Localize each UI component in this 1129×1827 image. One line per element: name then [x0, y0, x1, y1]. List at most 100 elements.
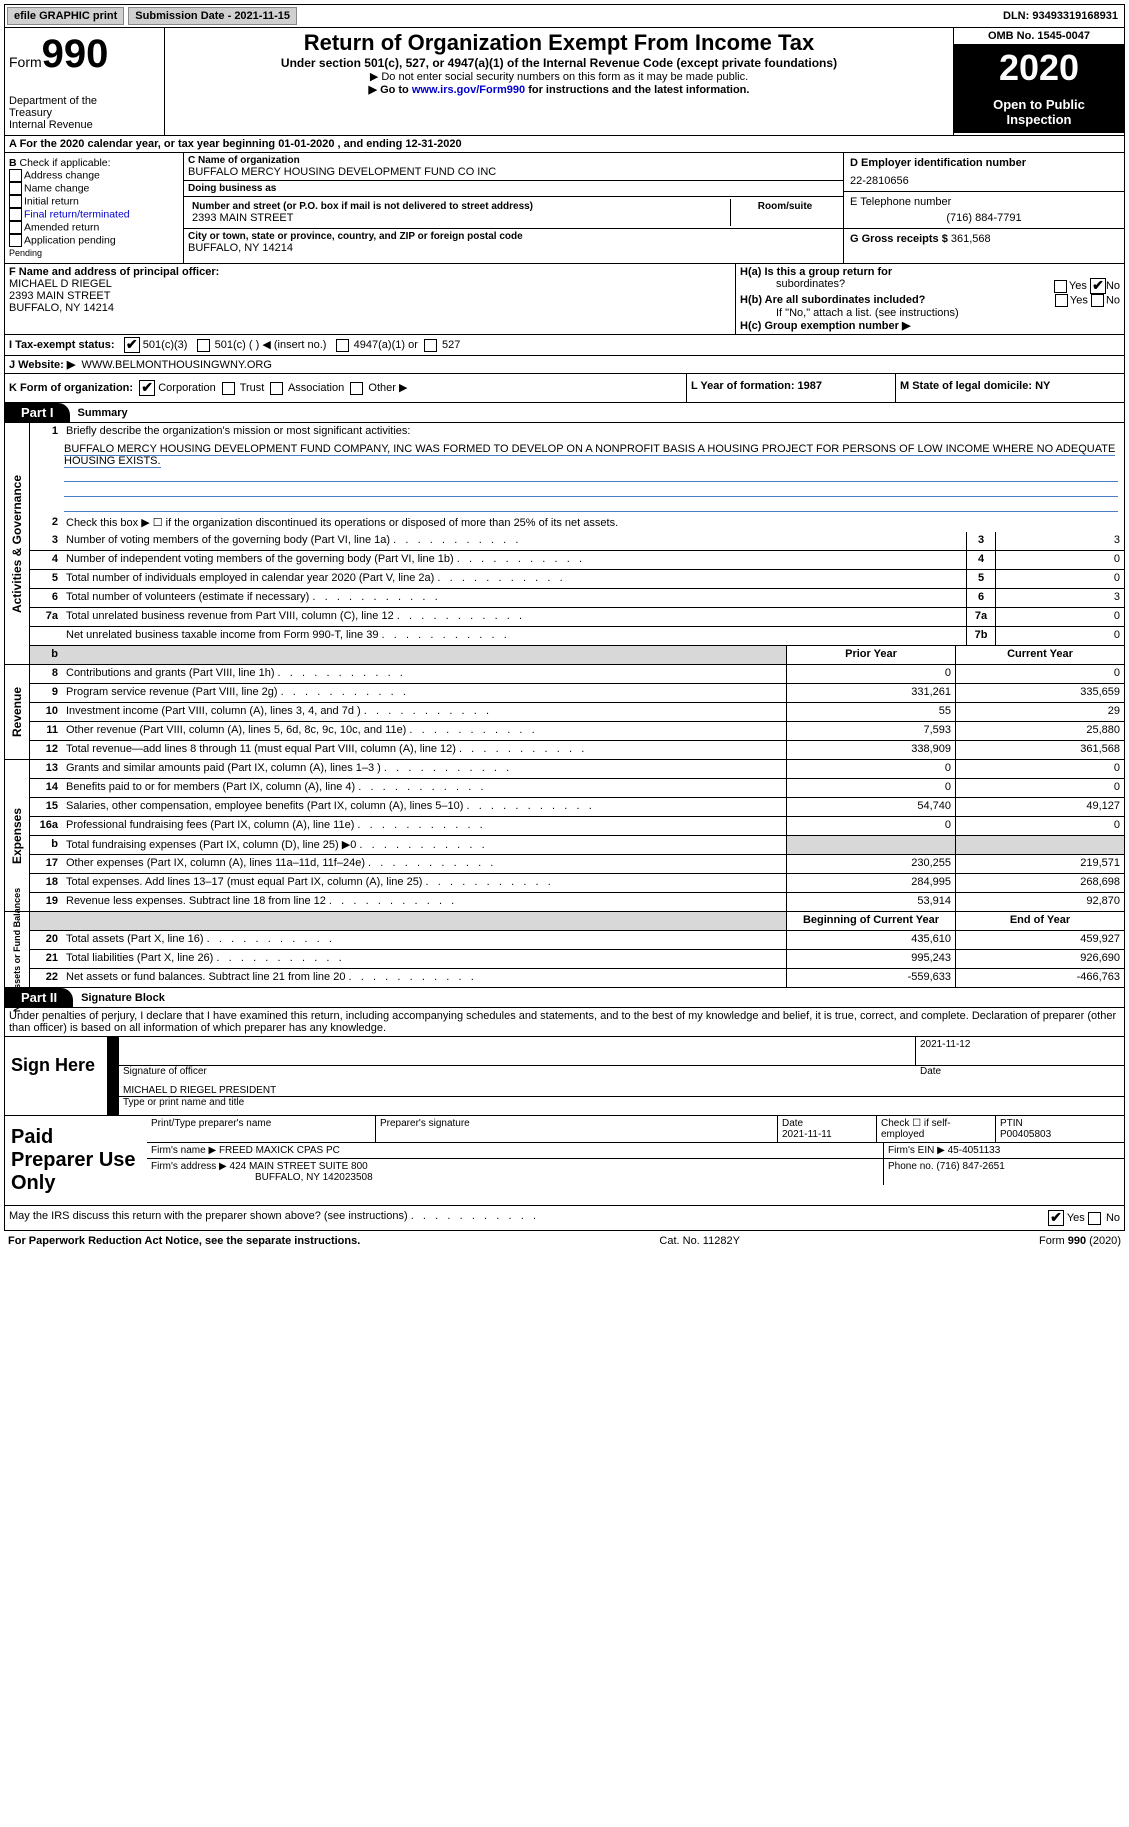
declaration-text: Under penalties of perjury, I declare th…: [4, 1008, 1125, 1037]
type-print-label: Type or print name and title: [119, 1097, 1124, 1108]
hb-no[interactable]: [1091, 294, 1104, 307]
officer-name: MICHAEL D RIEGEL: [9, 278, 112, 290]
ha-yes[interactable]: [1054, 280, 1067, 293]
efile-print-button[interactable]: efile GRAPHIC print: [7, 7, 124, 25]
ein-value: 22-2810656: [850, 175, 1118, 187]
check-final-return[interactable]: [9, 208, 22, 221]
footer-right: Form 990 (2020): [1039, 1235, 1121, 1247]
part-2-title: Signature Block: [73, 990, 173, 1006]
table-row: 18Total expenses. Add lines 13–17 (must …: [30, 874, 1124, 893]
check-other[interactable]: [350, 382, 363, 395]
open-public-2: Inspection: [1006, 112, 1071, 127]
city-value: BUFFALO, NY 14214: [188, 242, 839, 254]
table-row: 9Program service revenue (Part VIII, lin…: [30, 684, 1124, 703]
website-value: WWW.BELMONTHOUSINGWNY.ORG: [81, 359, 271, 371]
check-trust[interactable]: [222, 382, 235, 395]
check-527[interactable]: [424, 339, 437, 352]
dept-line-2: Treasury: [9, 107, 160, 119]
form-subtitle: Under section 501(c), 527, or 4947(a)(1)…: [169, 56, 949, 70]
table-row: 8Contributions and grants (Part VIII, li…: [30, 665, 1124, 684]
check-assoc[interactable]: [270, 382, 283, 395]
officer-print-name: MICHAEL D RIEGEL PRESIDENT: [119, 1081, 1124, 1097]
note-goto-prefix: ▶ Go to: [369, 84, 412, 96]
sign-date: 2021-11-12: [915, 1037, 1124, 1066]
i-label: I Tax-exempt status:: [9, 339, 115, 351]
check-4947[interactable]: [336, 339, 349, 352]
gross-value: 361,568: [951, 233, 991, 245]
street-value: 2393 MAIN STREET: [192, 212, 726, 224]
discuss-yes[interactable]: ✔: [1048, 1210, 1064, 1226]
top-bar: efile GRAPHIC print Submission Date - 20…: [4, 4, 1125, 28]
part-1-title: Summary: [70, 405, 136, 421]
table-row: 15Salaries, other compensation, employee…: [30, 798, 1124, 817]
ha-no[interactable]: ✔: [1090, 278, 1106, 294]
note-ssn: ▶ Do not enter social security numbers o…: [169, 70, 949, 83]
table-row: 11Other revenue (Part VIII, column (A), …: [30, 722, 1124, 741]
table-row: 22Net assets or fund balances. Subtract …: [30, 969, 1124, 988]
check-application-pending[interactable]: [9, 234, 22, 247]
footer-left: For Paperwork Reduction Act Notice, see …: [8, 1235, 360, 1247]
check-corp[interactable]: ✔: [139, 380, 155, 396]
b-label: B: [9, 157, 17, 169]
check-501c3[interactable]: ✔: [124, 337, 140, 353]
discuss-no[interactable]: [1088, 1212, 1101, 1225]
dept-line-1: Department of the: [9, 95, 160, 107]
m-label: M State of legal domicile: NY: [900, 380, 1050, 392]
officer-city: BUFFALO, NY 14214: [9, 302, 114, 314]
check-amended-return[interactable]: [9, 221, 22, 234]
side-netassets: Net Assets or Fund Balances: [5, 912, 30, 988]
form-header: Form990 Department of the Treasury Inter…: [4, 28, 1125, 136]
table-row: 16aProfessional fundraising fees (Part I…: [30, 817, 1124, 836]
org-name: BUFFALO MERCY HOUSING DEVELOPMENT FUND C…: [188, 166, 839, 178]
f-label: F Name and address of principal officer:: [9, 266, 219, 278]
mission-text: BUFFALO MERCY HOUSING DEVELOPMENT FUND C…: [64, 443, 1115, 468]
irs-link[interactable]: www.irs.gov/Form990: [412, 84, 525, 96]
table-row: 19Revenue less expenses. Subtract line 1…: [30, 893, 1124, 912]
j-label: J Website: ▶: [9, 359, 75, 371]
submission-date-button[interactable]: Submission Date - 2021-11-15: [128, 7, 297, 25]
table-row: 12Total revenue—add lines 8 through 11 (…: [30, 741, 1124, 760]
check-address-change[interactable]: [9, 169, 22, 182]
ein-label: D Employer identification number: [850, 157, 1118, 169]
phone-value: (716) 884-7791: [850, 212, 1118, 224]
form-number: 990: [42, 32, 109, 76]
check-501c[interactable]: [197, 339, 210, 352]
table-row: 10Investment income (Part VIII, column (…: [30, 703, 1124, 722]
dba-label: Doing business as: [188, 183, 839, 194]
city-label: City or town, state or province, country…: [188, 231, 839, 242]
check-initial-return[interactable]: [9, 195, 22, 208]
open-public-1: Open to Public: [993, 97, 1085, 112]
table-row: 13Grants and similar amounts paid (Part …: [30, 760, 1124, 779]
sign-here-label: Sign Here: [5, 1037, 107, 1115]
org-name-label: C Name of organization: [188, 155, 839, 166]
phone-label: E Telephone number: [850, 196, 1118, 208]
line-a-taxyear: A For the 2020 calendar year, or tax yea…: [4, 136, 1125, 153]
officer-street: 2393 MAIN STREET: [9, 290, 110, 302]
room-label: Room/suite: [735, 201, 835, 212]
form-word: Form: [9, 54, 42, 70]
street-label: Number and street (or P.O. box if mail i…: [192, 201, 726, 212]
paid-preparer-label: Paid Preparer Use Only: [5, 1116, 147, 1205]
hb-yes[interactable]: [1055, 294, 1068, 307]
tax-year: 2020: [954, 45, 1124, 91]
table-row: bTotal fundraising expenses (Part IX, co…: [30, 836, 1124, 855]
table-row: 17Other expenses (Part IX, column (A), l…: [30, 855, 1124, 874]
side-governance: Activities & Governance: [5, 423, 30, 665]
table-row: 14Benefits paid to or for members (Part …: [30, 779, 1124, 798]
sig-officer-label: Signature of officer: [119, 1066, 916, 1077]
note-goto-suffix: for instructions and the latest informat…: [525, 84, 749, 96]
omb-number: OMB No. 1545-0047: [954, 28, 1124, 45]
discuss-question: May the IRS discuss this return with the…: [9, 1210, 536, 1226]
part-1-tab: Part I: [5, 403, 70, 422]
sig-date-label: Date: [916, 1066, 1124, 1077]
section-b-checkboxes: B Check if applicable: Address change Na…: [5, 153, 184, 263]
side-revenue: Revenue: [5, 665, 30, 760]
form-title: Return of Organization Exempt From Incom…: [169, 30, 949, 56]
table-row: 20Total assets (Part X, line 16)435,6104…: [30, 931, 1124, 950]
dept-line-3: Internal Revenue: [9, 119, 160, 131]
gross-label: G Gross receipts $: [850, 233, 948, 245]
k-label: K Form of organization:: [9, 382, 133, 394]
check-name-change[interactable]: [9, 182, 22, 195]
table-row: 21Total liabilities (Part X, line 26)995…: [30, 950, 1124, 969]
footer-mid: Cat. No. 11282Y: [659, 1235, 740, 1247]
